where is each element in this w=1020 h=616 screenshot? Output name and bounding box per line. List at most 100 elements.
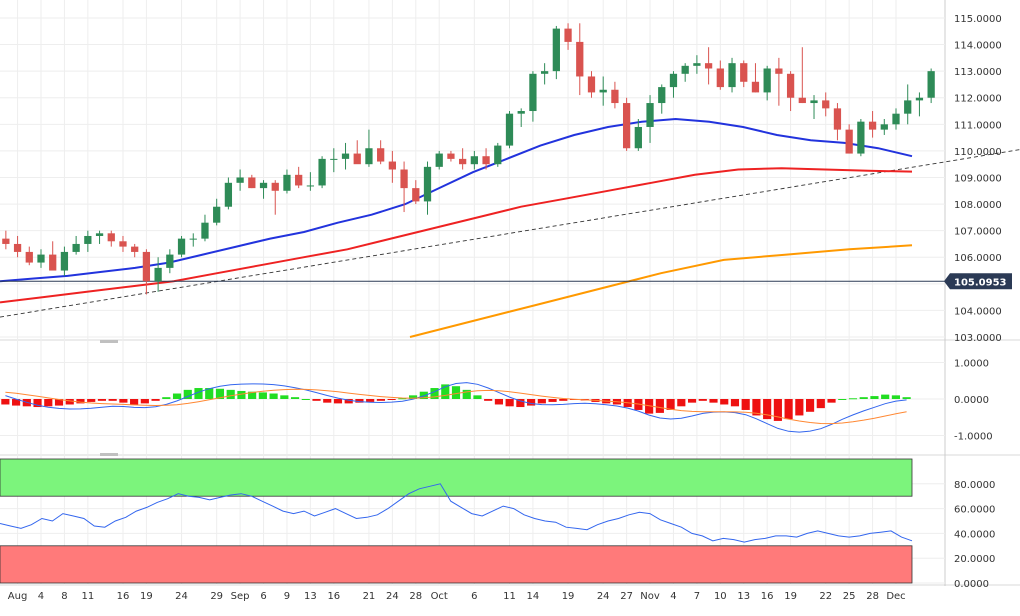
candle-body (892, 113, 900, 125)
candlestick (541, 63, 549, 85)
candle-body (880, 124, 888, 130)
candle-body (822, 100, 830, 109)
macd-histogram-bar (44, 399, 53, 407)
macd-histogram-bar (119, 399, 128, 403)
macd-histogram-bar (666, 399, 675, 410)
candle-body (213, 206, 221, 223)
macd-tick-label: 0.0000 (954, 395, 989, 406)
candlestick (599, 76, 607, 106)
x-tick-label: 11 (503, 591, 516, 602)
candle-body (13, 243, 22, 252)
macd-histogram-bar (441, 384, 450, 399)
candlestick (259, 180, 268, 199)
candlestick (25, 246, 33, 266)
candle-body (775, 68, 783, 74)
candlestick (2, 230, 10, 250)
macd-histogram-bar (505, 399, 514, 407)
candle-body (330, 158, 338, 160)
x-tick-label: 9 (284, 591, 290, 602)
candlestick (915, 92, 924, 117)
x-tick-label: 19 (140, 591, 153, 602)
macd-histogram-bar (655, 399, 664, 413)
candlestick (201, 214, 209, 242)
macd-line (5, 382, 907, 433)
candle-body (107, 233, 115, 242)
red-moving-average-line (0, 167, 913, 304)
candlestick (459, 148, 467, 170)
x-tick-label: 25 (843, 591, 856, 602)
macd-signal-line (5, 388, 907, 425)
candle-body (658, 87, 666, 104)
candlestick (107, 230, 115, 247)
candlestick (119, 235, 127, 252)
candlestick (37, 249, 45, 268)
candlestick (775, 57, 783, 106)
macd-histogram-bar (816, 399, 825, 409)
macd-histogram-bar (1, 399, 10, 405)
price-tick-label: 112.0000 (954, 94, 1002, 105)
candlestick (704, 47, 713, 85)
macd-histogram-bar (870, 396, 879, 399)
x-tick-label: 4 (38, 591, 44, 602)
candle-body (142, 251, 151, 282)
price-panel (0, 23, 1020, 338)
candlestick (271, 180, 279, 215)
candle-body (201, 222, 209, 239)
macd-histogram-bar (130, 399, 139, 405)
macd-histogram-bar (473, 395, 482, 399)
x-tick-label: 19 (562, 591, 575, 602)
macd-histogram-bar (258, 392, 267, 399)
x-tick-label: Sep (231, 591, 250, 602)
candlestick (236, 169, 244, 191)
macd-histogram-bar (494, 399, 503, 405)
rsi-panel (0, 458, 913, 584)
price-tick-label: 104.0000 (954, 306, 1002, 317)
candlestick (904, 84, 912, 125)
candlestick (646, 95, 654, 143)
candlestick (552, 25, 560, 80)
price-tick-label: 107.0000 (954, 227, 1002, 238)
candlestick (353, 140, 361, 165)
macd-panel (1, 382, 911, 433)
candle-body (681, 65, 689, 74)
candle-body (306, 185, 315, 187)
candle-body (810, 100, 818, 104)
macd-histogram-bar (484, 399, 493, 401)
candle-body (154, 267, 162, 282)
trendline (0, 149, 1020, 318)
candle-body (611, 89, 619, 104)
candle-body (388, 161, 396, 170)
candlestick (751, 63, 760, 93)
candle-body (552, 28, 560, 72)
candle-body (599, 89, 607, 93)
candlestick (857, 119, 865, 157)
candle-body (587, 76, 596, 93)
candle-body (37, 254, 45, 263)
candlestick (166, 249, 174, 274)
x-tick-label: 21 (363, 591, 376, 602)
macd-histogram-bar (237, 390, 246, 399)
candle-body (786, 73, 795, 98)
macd-histogram-bar (162, 397, 171, 399)
macd-histogram-bar (398, 398, 407, 400)
candle-body (798, 97, 806, 104)
candle-body (447, 153, 455, 159)
candle-body (377, 148, 385, 162)
macd-histogram-bar (280, 395, 289, 399)
candlestick (880, 119, 888, 135)
candle-body (60, 251, 69, 271)
rsi-tick-label: 80.0000 (954, 480, 995, 491)
orange-moving-average-line (409, 244, 913, 338)
candlestick (845, 124, 853, 154)
macd-tick-label: 1.0000 (954, 358, 989, 369)
candle-body (295, 174, 303, 186)
macd-histogram-bar (344, 399, 353, 404)
x-tick-label: 10 (714, 591, 727, 602)
x-tick-label: 8 (61, 591, 67, 602)
x-tick-label: 24 (175, 591, 188, 602)
candlestick (470, 150, 478, 170)
candle-body (365, 148, 373, 165)
candle-body (189, 238, 197, 240)
macd-histogram-bar (172, 393, 182, 399)
candle-body (505, 113, 514, 146)
